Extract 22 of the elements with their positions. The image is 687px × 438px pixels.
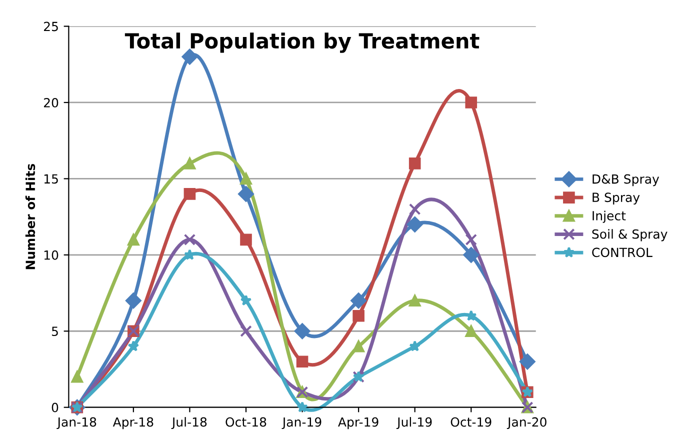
y-tick-label: 15 [44,174,58,184]
y-tick-label: 5 [52,326,58,336]
x-tick-label: Jul-19 [396,417,432,430]
y-tick-label: 20 [44,98,58,108]
x-tick-label: Oct-19 [450,417,492,427]
legend-label: Soil & Spray [592,229,668,242]
y-axis-title: Number of Hits [25,164,36,270]
x-tick-label: Apr-18 [112,417,154,430]
y-tick-label: 25 [44,22,58,32]
x-tick-label: Jan-19 [282,417,322,430]
legend-label: CONTROL [592,248,652,258]
legend-label: D&B Spray [592,174,660,186]
legend-label: Inject [592,210,626,223]
legend-label: B Spray [592,192,640,205]
x-tick-label: Apr-19 [338,417,378,430]
x-tick-label: Jul-18 [171,417,207,430]
chart-title: Total Population by Treatment [124,32,480,53]
x-tick-label: Oct-18 [226,417,266,427]
y-tick-label: 0 [52,402,58,412]
y-tick-label: 10 [44,250,58,260]
x-tick-label: Jan-18 [56,417,96,430]
x-tick-label: Jan-20 [506,417,546,430]
